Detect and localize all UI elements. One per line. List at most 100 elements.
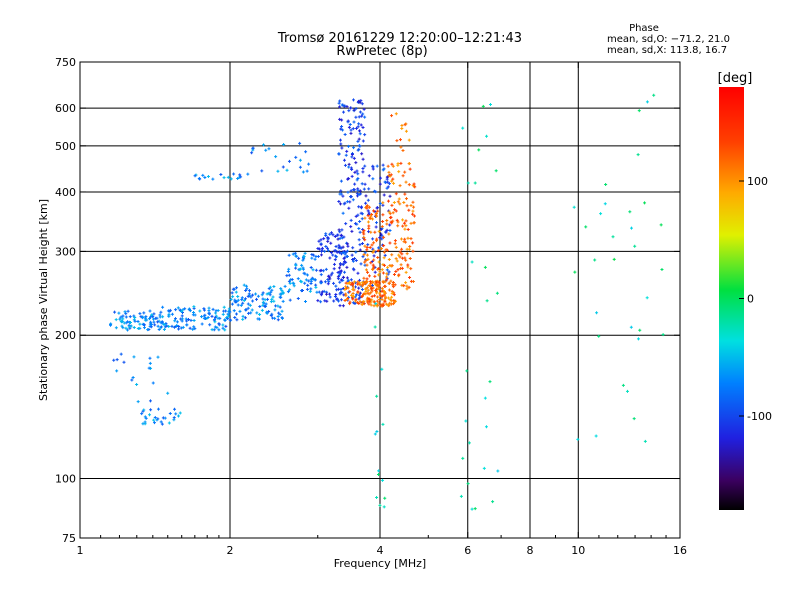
data-point	[344, 153, 348, 157]
data-point	[381, 220, 385, 224]
data-point	[221, 326, 225, 330]
data-point	[388, 194, 392, 198]
data-point	[358, 144, 362, 148]
data-point	[362, 276, 366, 280]
data-point	[404, 219, 408, 223]
data-point	[342, 293, 346, 297]
data-point	[343, 259, 347, 263]
data-point	[354, 107, 358, 111]
data-point	[401, 224, 405, 228]
data-point	[375, 214, 379, 218]
data-point	[373, 300, 377, 304]
data-point	[294, 155, 298, 159]
data-point	[366, 209, 370, 213]
data-point	[399, 237, 403, 241]
data-point	[133, 319, 137, 323]
data-point	[135, 382, 139, 386]
data-point	[178, 308, 182, 312]
data-point	[202, 307, 206, 311]
data-point	[345, 254, 349, 258]
data-point	[363, 216, 367, 220]
data-point	[636, 337, 640, 341]
data-point	[340, 228, 344, 232]
data-point	[128, 315, 132, 319]
data-point	[328, 232, 332, 236]
data-point	[159, 325, 163, 329]
data-point	[343, 298, 347, 302]
data-point	[464, 419, 468, 423]
data-point	[405, 204, 409, 208]
data-point	[473, 507, 477, 511]
data-point	[176, 414, 180, 418]
y-tick-label: 750	[55, 56, 76, 69]
data-point	[337, 101, 341, 105]
data-point	[290, 278, 294, 282]
data-point	[381, 213, 385, 217]
data-point	[360, 295, 364, 299]
data-point	[351, 287, 355, 291]
data-point	[324, 232, 328, 236]
data-point	[394, 245, 398, 249]
data-point	[385, 275, 389, 279]
data-point	[636, 153, 640, 157]
data-point	[405, 247, 409, 251]
data-point	[376, 295, 380, 299]
data-point	[168, 412, 172, 416]
data-point	[240, 298, 244, 302]
data-point	[153, 323, 157, 327]
data-point	[192, 311, 196, 315]
data-point	[379, 232, 383, 236]
data-point	[659, 223, 663, 227]
data-point	[629, 325, 633, 329]
data-point	[302, 255, 306, 259]
data-point	[399, 145, 403, 149]
data-point	[238, 175, 242, 179]
data-point	[349, 278, 353, 282]
data-point	[202, 308, 206, 312]
data-point	[280, 316, 284, 320]
data-point	[283, 284, 287, 288]
data-point	[358, 248, 362, 252]
data-point	[306, 283, 310, 287]
data-point	[371, 247, 375, 251]
data-point	[262, 143, 266, 147]
data-point	[180, 314, 184, 318]
data-point	[390, 203, 394, 207]
data-point	[202, 314, 206, 318]
data-point	[356, 290, 360, 294]
data-point	[322, 237, 326, 241]
data-point	[488, 103, 492, 107]
x-tick-label: 10	[571, 544, 585, 557]
data-point	[363, 251, 367, 255]
data-point	[573, 270, 577, 274]
data-point	[391, 177, 395, 181]
data-point	[643, 201, 647, 205]
data-point	[264, 302, 268, 306]
data-point	[392, 181, 396, 185]
data-point	[375, 239, 379, 243]
y-tick-label: 400	[55, 186, 76, 199]
data-point	[380, 268, 384, 272]
x-tick-label: 4	[377, 544, 384, 557]
data-point	[632, 417, 636, 421]
data-point	[136, 326, 140, 330]
data-point	[366, 220, 370, 224]
data-point	[572, 205, 576, 209]
data-point	[222, 305, 226, 309]
data-point	[129, 324, 133, 328]
data-point	[401, 174, 405, 178]
data-point	[375, 394, 379, 398]
data-point	[288, 288, 292, 292]
data-point	[326, 278, 330, 282]
data-point	[361, 157, 365, 161]
data-point	[379, 227, 383, 231]
data-point	[333, 235, 337, 239]
data-point	[404, 270, 408, 274]
data-point	[342, 235, 346, 239]
data-point	[389, 279, 393, 283]
data-point	[207, 306, 211, 310]
data-point	[349, 293, 353, 297]
data-point	[234, 312, 238, 316]
data-point	[264, 148, 268, 152]
